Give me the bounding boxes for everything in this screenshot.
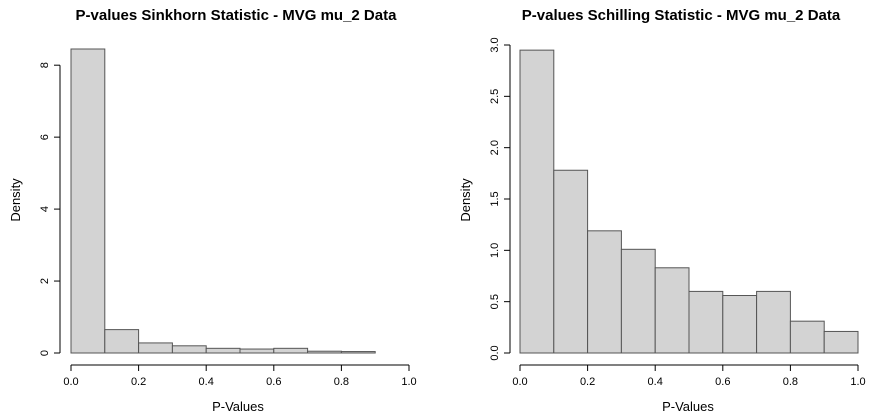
y-axis: 0.0 0.5 1.0 1.5 2.0 2.5 3.0 — [489, 37, 511, 361]
sinkhorn-histogram-panel: P-values Sinkhorn Statistic - MVG mu_2 D… — [8, 7, 417, 414]
chart-title: P-values Schilling Statistic - MVG mu_2 … — [522, 7, 841, 24]
x-tick-label: 0.4 — [199, 376, 214, 388]
x-tick-label: 1.0 — [401, 376, 416, 388]
y-tick-label: 8 — [39, 62, 51, 68]
histogram-bar — [823, 330, 859, 354]
histogram-bar — [620, 248, 656, 354]
chart-title: P-values Sinkhorn Statistic - MVG mu_2 D… — [76, 7, 398, 24]
histogram-bar — [756, 290, 791, 354]
schilling-histogram-panel: P-values Schilling Statistic - MVG mu_2 … — [458, 7, 866, 414]
x-tick-label: 0.8 — [334, 376, 349, 388]
y-tick-label: 0 — [39, 350, 51, 356]
histogram-bar — [239, 348, 275, 354]
y-tick-label: 6 — [39, 134, 51, 140]
y-tick-label: 2.5 — [489, 89, 501, 104]
y-tick-label: 4 — [39, 206, 51, 212]
histogram-bar — [688, 290, 724, 354]
x-tick-label: 0.6 — [715, 376, 730, 388]
histogram-bar — [587, 230, 622, 354]
y-tick-label: 2.0 — [489, 140, 501, 155]
x-tick-label: 1.0 — [850, 376, 865, 388]
x-tick-label: 0.0 — [512, 376, 527, 388]
histogram-bar — [553, 169, 589, 354]
histogram-bar — [307, 350, 342, 354]
histogram-bar — [138, 342, 173, 354]
histogram-bar — [205, 347, 241, 354]
bars — [519, 49, 859, 354]
x-axis: 0.0 0.2 0.4 0.6 0.8 1.0 — [63, 364, 417, 388]
histogram-bar — [789, 320, 825, 354]
x-axis: 0.0 0.2 0.4 0.6 0.8 1.0 — [512, 364, 866, 388]
y-axis-label: Density — [458, 178, 473, 222]
histogram-bar — [340, 351, 376, 354]
x-tick-label: 0.6 — [266, 376, 281, 388]
histogram-bar — [104, 329, 140, 354]
histogram-bar — [519, 49, 555, 354]
histogram-bar — [654, 267, 690, 354]
histogram-bar — [273, 347, 309, 354]
histogram-bar — [171, 345, 207, 354]
bars — [70, 48, 376, 354]
y-axis-label: Density — [8, 178, 23, 222]
x-axis-label: P-Values — [662, 399, 714, 414]
y-tick-label: 1.5 — [489, 191, 501, 206]
y-tick-label: 2 — [39, 278, 51, 284]
x-tick-label: 0.2 — [580, 376, 595, 388]
histogram-bar — [722, 295, 758, 354]
x-tick-label: 0.8 — [783, 376, 798, 388]
y-tick-label: 3.0 — [489, 37, 501, 52]
histogram-bar — [70, 48, 106, 354]
x-axis-label: P-Values — [212, 399, 264, 414]
x-tick-label: 0.4 — [648, 376, 663, 388]
x-tick-label: 0.0 — [63, 376, 78, 388]
y-tick-label: 0.0 — [489, 345, 501, 360]
x-tick-label: 0.2 — [131, 376, 146, 388]
y-axis: 0 2 4 6 8 — [39, 62, 61, 356]
y-tick-label: 0.5 — [489, 294, 501, 309]
y-tick-label: 1.0 — [489, 243, 501, 258]
